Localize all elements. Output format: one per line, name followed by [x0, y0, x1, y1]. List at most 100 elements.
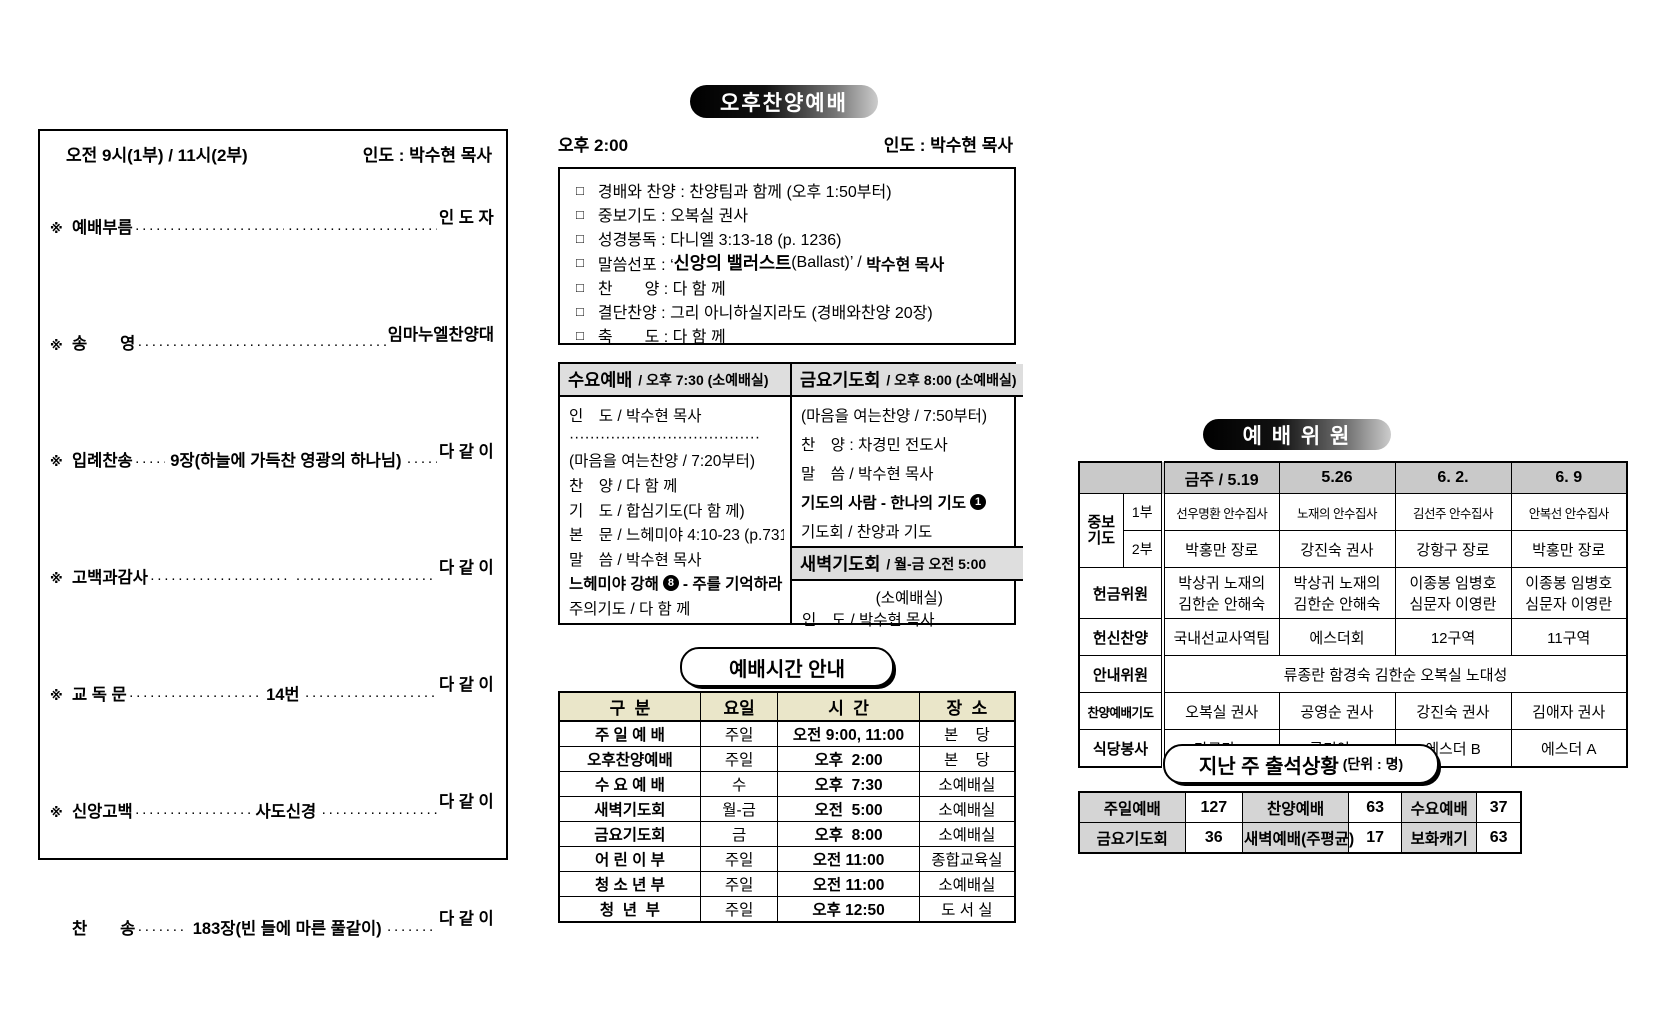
morning-service-panel: 오전 9시(1부) / 11시(2부) 인도 : 박수현 목사 ※ 예배부름 인… — [38, 129, 508, 938]
wednesday-time: / 오후 7:30 (소예배실) — [634, 371, 769, 388]
line-text: 인 도 / 박수현 목사 — [569, 408, 702, 425]
col-header-day: 요일 — [699, 691, 779, 722]
row-label-dedication: 헌신찬양 — [1078, 618, 1164, 656]
cell: 공영순 권사 — [1278, 692, 1396, 730]
order-item-label: 송 영 — [72, 335, 136, 354]
attendance-row: 금요기도회 36 새벽예배(주평균) 17 보화캐기 63 — [1078, 822, 1522, 854]
wednesday-line: 찬 양 / 다 함 께 — [569, 474, 784, 496]
line-strong-text: 기도의 사람 - 한나의 기도 — [801, 495, 966, 512]
service-times-row: 어 린 이 부 주일 오전 11:00 종합교육실 — [558, 846, 1016, 872]
col-header-week3: 6. 2. — [1394, 461, 1512, 494]
cell-place: 소예배실 — [918, 771, 1016, 797]
friday-prayer-body: (마음을 여는찬양 / 7:50부터) 찬 양 : 차경민 전도사 말 — [792, 397, 1023, 546]
cell-place: 소예배실 — [918, 871, 1016, 897]
cell-day: 월-금 — [699, 796, 779, 822]
afternoon-item-text: 찬 양 : 다 함 께 — [597, 281, 726, 298]
committee-badge: 예 배 위 원 — [1203, 419, 1391, 450]
cell: 안복선 안수집사 — [1510, 493, 1628, 531]
committee-row-intercession-2: 2부 박홍만 장로 강진숙 권사 강항구 장로 박홍만 장로 — [1079, 530, 1628, 568]
order-item: ※ 고백과감사 다 같 이 — [50, 520, 494, 637]
service-times-row: 청 년 부 주일 오후 12:50 도 서 실 — [558, 896, 1016, 923]
cell-day: 주일 — [699, 846, 779, 872]
dot-leader — [305, 686, 437, 705]
morning-leader-label: 인도 : 박수현 목사 — [362, 146, 492, 165]
corner-cell — [1078, 461, 1164, 494]
dot-leader — [135, 219, 284, 238]
dawn-prayer-header: 새벽기도회 / 월-금 오전 5:00 — [792, 546, 1023, 581]
cell: 강항구 장로 — [1394, 530, 1512, 568]
service-times-row: 오후찬양예배 주일 오후 2:00 본 당 — [558, 746, 1016, 772]
cell-time: 오전 5:00 — [777, 796, 920, 822]
order-item-label: 찬 송 — [72, 919, 136, 938]
afternoon-item-text: 결단찬양 : 그리 아니하실지라도 (경배와찬양 20장) — [597, 305, 933, 322]
wednesday-line: ····································· — [569, 429, 784, 447]
order-item-detail: 183장(빈 들에 마른 풀같이) — [192, 919, 382, 938]
cell-time: 오전 9:00, 11:00 — [777, 720, 920, 747]
attendance-value: 36 — [1184, 822, 1244, 854]
cell-place: 본 당 — [918, 746, 1016, 772]
afternoon-item: □ 결단찬양 : 그리 아니하실지라도 (경배와찬양 20장) — [576, 299, 1004, 323]
cell-place: 소예배실 — [918, 821, 1016, 847]
order-item-person-line1: 다 같 이 — [439, 793, 494, 811]
checkbox-icon: □ — [576, 327, 584, 343]
line-text: 말 씀 / 박수현 목사 — [801, 466, 934, 483]
attendance-value: 63 — [1476, 822, 1522, 854]
attendance-unit-label: (단위 : 명) — [1342, 756, 1404, 772]
friday-line: 기도의 사람 - 한나의 기도 1 — [801, 491, 1017, 513]
committee-table: 금주 / 5.19 5.26 6. 2. 6. 9 중보 기도 1부 선우명환 … — [1078, 461, 1628, 768]
col-header-category: 구 분 — [558, 691, 701, 722]
afternoon-item-text: 중보기도 : 오복실 권사 — [597, 208, 749, 225]
cell-time: 오후 12:50 — [777, 896, 920, 923]
order-item-person: 다 같 이 — [439, 404, 494, 521]
attendance-table: 주일예배 127 찬양예배 63 수요예배 37 금요기도회 36 새벽예배(주… — [1078, 791, 1522, 854]
dawn-leader: 인 도 / 박수현 목사 — [802, 612, 935, 629]
order-item-label: 입례찬송 — [72, 452, 133, 471]
friday-line: (마음을 여는찬양 / 7:50부터) — [801, 404, 1017, 426]
order-item-person-line1: 다 같 이 — [439, 909, 494, 928]
wednesday-service-column: 수요예배 / 오후 7:30 (소예배실) 인 도 / 박수현 목사 ·····… — [560, 364, 792, 623]
order-item-person: 다 같 이 — [439, 637, 494, 754]
wednesday-line: 말 씀 / 박수현 목사 — [569, 548, 784, 570]
cell-place: 도 서 실 — [918, 896, 1016, 923]
afternoon-time: 오후 2:00 — [558, 136, 629, 155]
line-text: 말 씀 / 박수현 목사 — [569, 551, 702, 569]
cell-day: 수 — [699, 771, 779, 797]
order-item-person: [1부] 선우명환 안수집사 [2부] 박홍만 장 로 — [328, 988, 494, 1020]
wednesday-line: 본 문 / 느헤미야 4:10-23 (p.731) — [569, 523, 784, 545]
checkbox-icon: □ — [576, 255, 584, 270]
service-times-row: 청 소 년 부 주일 오전 11:00 소예배실 — [558, 871, 1016, 897]
dawn-prayer-body: (소예배실) 인 도 / 박수현 목사 — [792, 581, 1023, 634]
order-item-person-line1: 다 같 이 — [439, 559, 494, 578]
order-item: 찬 송 183장(빈 들에 마른 풀같이) 다 같 이 — [50, 871, 494, 988]
wednesday-service-body: 인 도 / 박수현 목사 ···························… — [560, 397, 790, 623]
line-text: ····································· — [569, 428, 760, 446]
wednesday-title: 수요예배 — [568, 370, 633, 390]
line-text: 찬 양 / 다 함 께 — [569, 477, 678, 495]
cell: 김애자 권사 — [1510, 692, 1628, 730]
cell: 노재의 안수집사 — [1278, 493, 1396, 531]
line-text: 찬 양 : 차경민 전도사 — [801, 437, 948, 454]
attendance-label: 찬양예배 — [1242, 791, 1350, 823]
cell-time: 오후 8:00 — [777, 821, 920, 847]
dot-leader — [407, 452, 438, 471]
service-times-badge: 예배시간 안내 — [680, 647, 894, 687]
dot-leader — [288, 219, 437, 238]
cell-time: 오후 7:30 — [777, 771, 920, 797]
attendance-value: 127 — [1184, 791, 1244, 823]
cell-usher-names: 류종란 함경숙 김한순 오복실 노대성 — [1161, 655, 1628, 693]
attendance-value: 17 — [1348, 822, 1403, 854]
cell: 강진숙 권사 — [1394, 692, 1512, 730]
wednesday-line: 인 도 / 박수현 목사 — [569, 404, 784, 426]
service-times-row: 금요기도회 금 오후 8:00 소예배실 — [558, 821, 1016, 847]
cell-time: 오후 2:00 — [777, 746, 920, 772]
cell-day: 주일 — [699, 746, 779, 772]
row-label-praise-prayer: 찬양예배기도 — [1078, 692, 1164, 730]
cell: 선우명환 안수집사 — [1161, 493, 1280, 531]
cell-category: 어 린 이 부 — [558, 846, 701, 872]
attendance-label: 보화캐기 — [1401, 822, 1478, 854]
sermon-title: 신앙의 밸러스트 — [673, 253, 792, 273]
wednesday-line: 주의기도 / 다 함 께 — [569, 597, 784, 619]
friday-line: 기도회 / 찬양과 기도 — [801, 520, 1017, 542]
committee-badge-label: 예 배 위 원 — [1242, 424, 1352, 448]
friday-dawn-column: 금요기도회 / 오후 8:00 (소예배실) (마음을 여는찬양 / 7:50부… — [792, 364, 1023, 629]
